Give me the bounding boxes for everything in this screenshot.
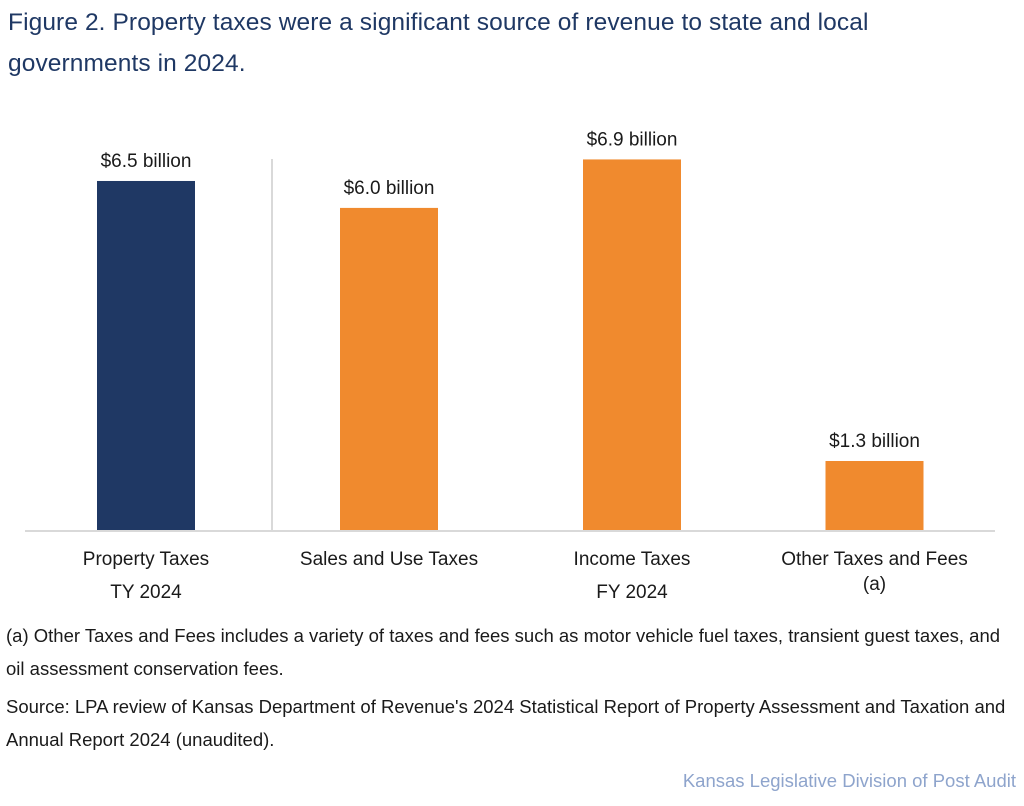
category-label-4: Other Taxes and Fees [781, 549, 968, 570]
data-label-4: $1.3 billion [829, 431, 920, 452]
bar-chart: $6.5 billion Property Taxes TY 2024 $6.0 bi… [25, 129, 995, 603]
category-label-1: Property Taxes [83, 549, 209, 570]
data-label-1: $6.5 billion [101, 151, 192, 172]
source-note: Source: LPA review of Kansas Department … [6, 696, 1006, 750]
figure-title: Figure 2. Property taxes were a signific… [8, 9, 869, 77]
footnote: (a) Other Taxes and Fees includes a vari… [6, 625, 1001, 679]
category-label-2: Sales and Use Taxes [300, 549, 478, 570]
category-sublabel-3: FY 2024 [596, 582, 668, 603]
data-label-3: $6.9 billion [587, 129, 678, 150]
category-sublabel-4: (a) [863, 574, 886, 595]
bar-4 [825, 460, 924, 531]
category-label-3: Income Taxes [574, 549, 691, 570]
data-label-2: $6.0 billion [344, 178, 435, 199]
bar-3 [583, 159, 681, 531]
bar-1 [97, 180, 195, 531]
category-sublabel-1: TY 2024 [110, 582, 182, 603]
bar-2 [340, 207, 438, 531]
credit: Kansas Legislative Division of Post Audi… [682, 770, 1016, 791]
